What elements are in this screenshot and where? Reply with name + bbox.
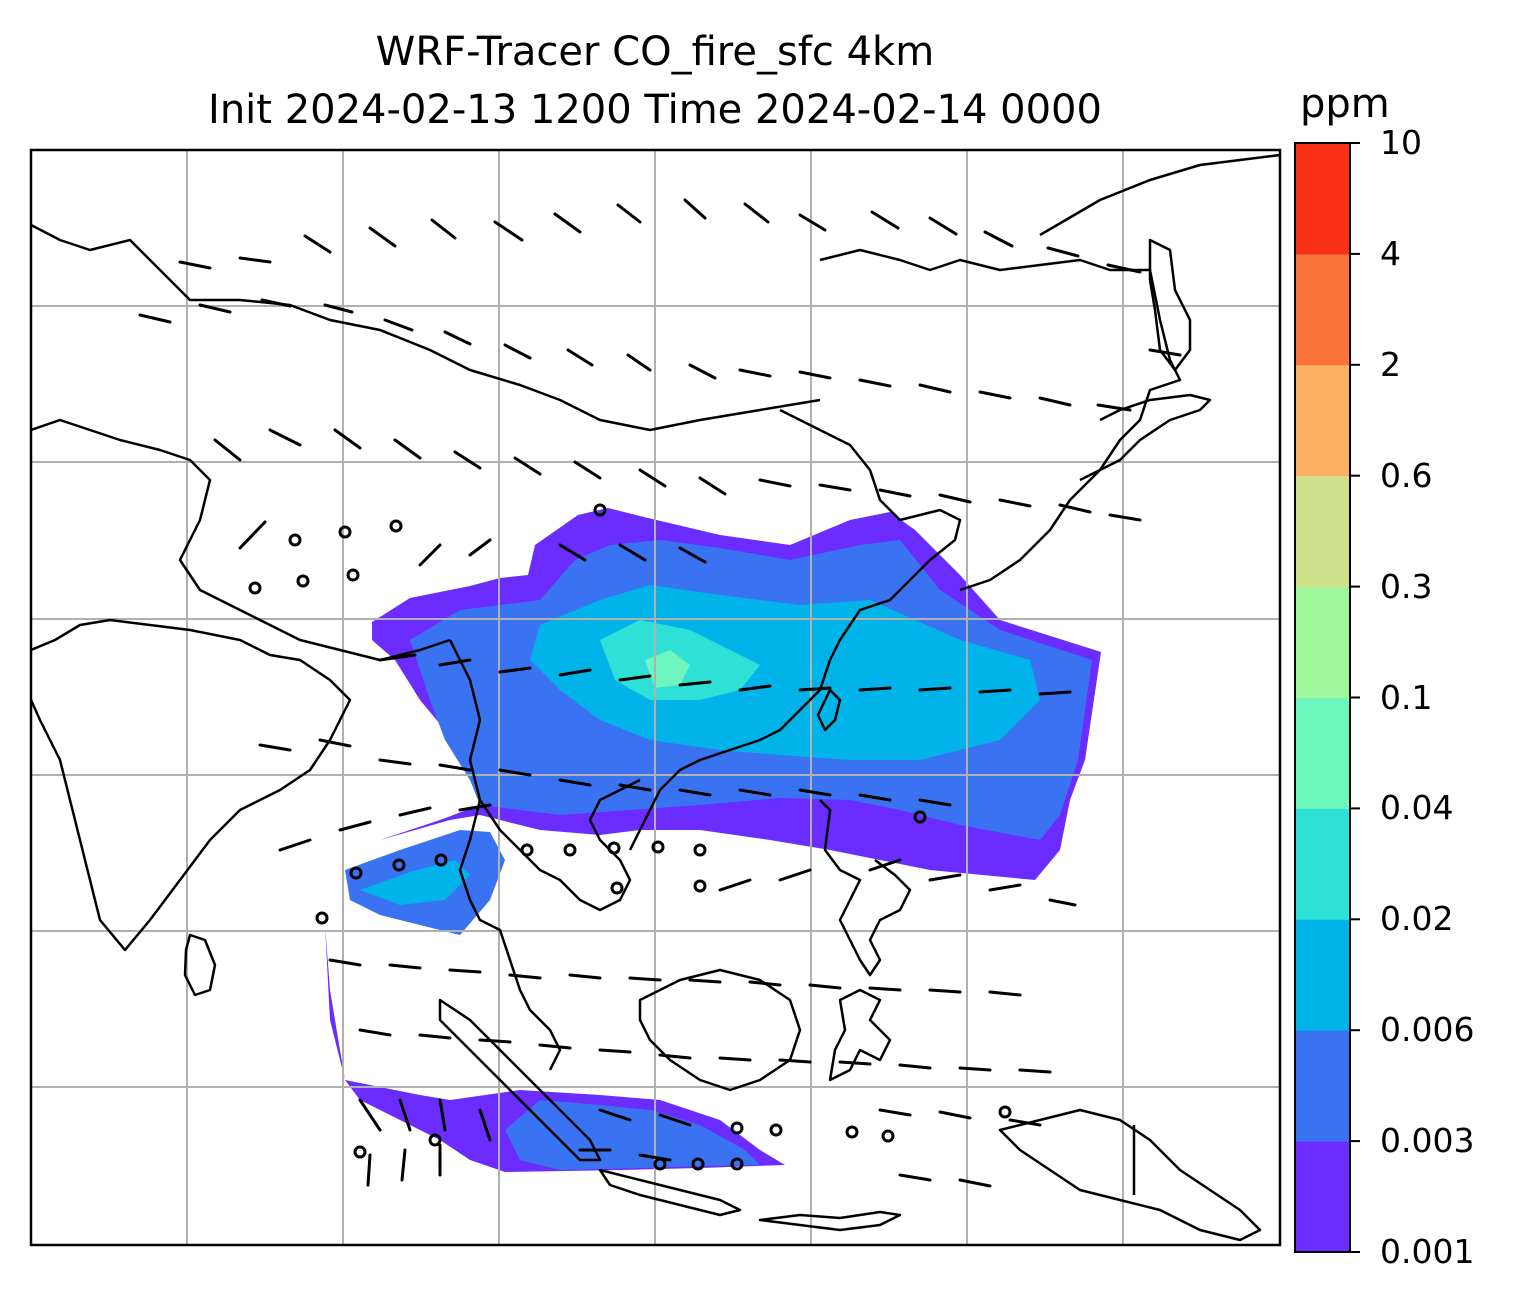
colorbar-tick-label: 2 [1380,344,1401,384]
wind-barbs [138,198,1182,1188]
colorbar-segment [1295,697,1350,809]
colorbar-tick-label: 4 [1380,233,1401,273]
map-title-line2: Init 2024-02-13 1200 Time 2024-02-14 000… [208,87,1102,133]
colorbar-segment [1295,475,1350,588]
colorbar-unit-label: ppm [1300,81,1390,127]
colorbar-tick-label: 0.001 [1380,1232,1475,1271]
colorbar-tick-label: 0.04 [1380,788,1454,828]
colorbar-segment [1295,586,1350,698]
colorbar [1294,142,1360,1253]
colorbar-segment [1295,253,1350,366]
colorbar-tick-label: 0.006 [1380,1010,1475,1050]
colorbar-tick-label: 0.1 [1380,677,1433,717]
colorbar-segment [1295,364,1350,477]
colorbar-segment [1295,919,1350,1031]
colorbar-tick-label: 10 [1380,123,1422,162]
colorbar-tick-label: 0.003 [1380,1121,1475,1161]
colorbar-tick-label: 0.6 [1380,455,1433,495]
colorbar-segment [1295,808,1350,920]
colorbar-tick-label: 0.02 [1380,899,1454,939]
calm-wind-markers [248,503,1012,1171]
colorbar-segment [1295,143,1350,255]
colorbar-segment [1295,1141,1350,1253]
tracer-field-0.006 [360,585,1040,905]
coastlines [31,153,1280,1242]
map-title-line1: WRF-Tracer CO_fire_sfc 4km [375,29,935,75]
colorbar-segment [1295,1030,1350,1142]
map-frame [29,148,1282,1247]
tracer-field-0.04 [645,650,690,688]
colorbar-tick-label: 0.3 [1380,566,1433,606]
